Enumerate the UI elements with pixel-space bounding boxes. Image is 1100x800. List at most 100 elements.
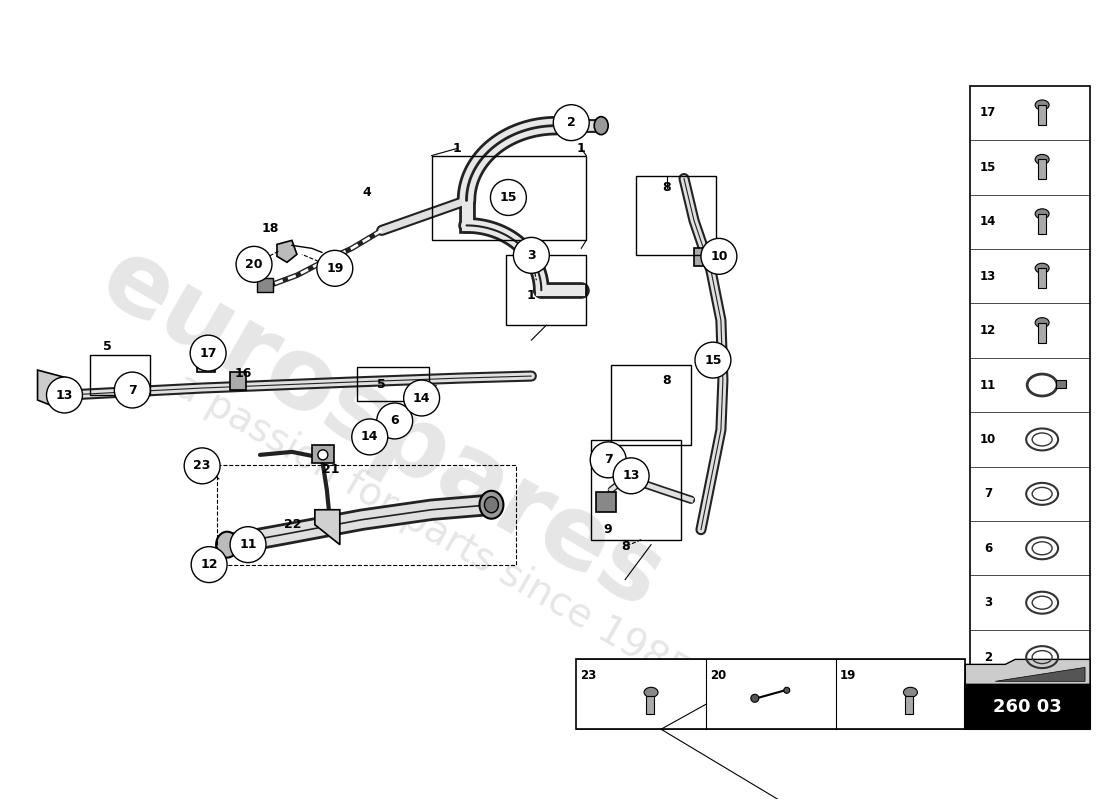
Ellipse shape: [1035, 209, 1049, 218]
Text: 9: 9: [604, 523, 613, 536]
Text: 1: 1: [452, 142, 461, 155]
Text: 4: 4: [362, 186, 371, 199]
Circle shape: [190, 335, 227, 371]
Text: 8: 8: [620, 540, 629, 553]
Bar: [230, 372, 246, 390]
Bar: [612, 365, 691, 445]
Bar: [591, 440, 681, 540]
Bar: [636, 175, 716, 255]
Text: 2: 2: [566, 116, 575, 129]
Ellipse shape: [480, 490, 504, 518]
Circle shape: [784, 687, 790, 694]
Text: 14: 14: [980, 215, 997, 228]
Ellipse shape: [363, 426, 381, 448]
Bar: [431, 155, 586, 240]
Circle shape: [404, 380, 440, 416]
Text: 1: 1: [527, 289, 536, 302]
Circle shape: [553, 105, 590, 141]
Circle shape: [230, 526, 266, 562]
Circle shape: [114, 372, 151, 408]
Ellipse shape: [1035, 263, 1049, 274]
Text: 12: 12: [200, 558, 218, 571]
Ellipse shape: [216, 532, 238, 558]
Text: 10: 10: [980, 433, 997, 446]
Text: 16: 16: [234, 366, 252, 379]
Ellipse shape: [705, 347, 725, 373]
Text: 6: 6: [390, 414, 399, 427]
Circle shape: [236, 246, 272, 282]
Circle shape: [751, 694, 759, 702]
Text: 13: 13: [980, 270, 997, 282]
Bar: [257, 278, 273, 292]
Text: 18: 18: [262, 222, 278, 235]
Text: 1: 1: [576, 142, 585, 155]
Ellipse shape: [1035, 318, 1049, 328]
Text: 15: 15: [704, 354, 722, 366]
Bar: [1038, 159, 1046, 179]
Bar: [312, 445, 333, 463]
Bar: [1038, 214, 1046, 234]
Text: 11: 11: [980, 378, 997, 391]
Bar: [90, 355, 151, 395]
Bar: [694, 248, 728, 266]
Bar: [646, 696, 654, 714]
Ellipse shape: [498, 182, 518, 209]
Circle shape: [491, 179, 527, 215]
Circle shape: [184, 448, 220, 484]
Text: 5: 5: [103, 340, 112, 353]
Text: 2: 2: [984, 650, 992, 664]
Ellipse shape: [1035, 154, 1049, 164]
Bar: [1038, 268, 1046, 288]
Ellipse shape: [903, 687, 917, 698]
Bar: [905, 696, 913, 714]
Circle shape: [376, 403, 412, 439]
Text: 12: 12: [980, 324, 997, 337]
Bar: [966, 684, 1090, 730]
Bar: [970, 86, 1090, 684]
Polygon shape: [37, 370, 67, 412]
Text: 10: 10: [711, 250, 728, 263]
Circle shape: [591, 442, 626, 478]
Text: 17: 17: [980, 106, 997, 119]
Ellipse shape: [1035, 100, 1049, 110]
Text: 8: 8: [662, 374, 671, 386]
Circle shape: [701, 238, 737, 274]
Text: 14: 14: [412, 391, 430, 405]
Text: 14: 14: [361, 430, 378, 443]
Text: 11: 11: [240, 538, 256, 551]
Text: 8: 8: [662, 181, 671, 194]
Text: 5: 5: [377, 378, 386, 390]
Bar: [576, 659, 966, 730]
Text: 23: 23: [194, 459, 211, 472]
Bar: [1056, 380, 1066, 388]
Ellipse shape: [484, 497, 498, 513]
Bar: [356, 367, 429, 401]
Circle shape: [514, 238, 549, 274]
Bar: [217, 465, 516, 565]
Text: a passion for parts since 1985: a passion for parts since 1985: [168, 366, 695, 693]
Text: 19: 19: [839, 670, 856, 682]
Polygon shape: [966, 659, 1090, 684]
Text: 20: 20: [245, 258, 263, 271]
Text: 7: 7: [984, 487, 992, 500]
Text: 15: 15: [499, 191, 517, 204]
Bar: [1038, 105, 1046, 125]
Circle shape: [53, 386, 68, 402]
Polygon shape: [996, 667, 1085, 682]
Bar: [506, 255, 586, 325]
Text: 19: 19: [326, 262, 343, 275]
Text: 22: 22: [284, 518, 301, 531]
Text: 23: 23: [580, 670, 596, 682]
Text: 13: 13: [56, 389, 74, 402]
Circle shape: [352, 419, 387, 455]
Circle shape: [46, 377, 82, 413]
Text: 3: 3: [527, 249, 536, 262]
Bar: [197, 352, 216, 372]
Bar: [1038, 322, 1046, 342]
Text: 21: 21: [322, 463, 340, 476]
Text: 15: 15: [980, 161, 997, 174]
Circle shape: [191, 546, 227, 582]
Bar: [198, 352, 212, 364]
Ellipse shape: [645, 687, 658, 698]
Circle shape: [317, 250, 353, 286]
